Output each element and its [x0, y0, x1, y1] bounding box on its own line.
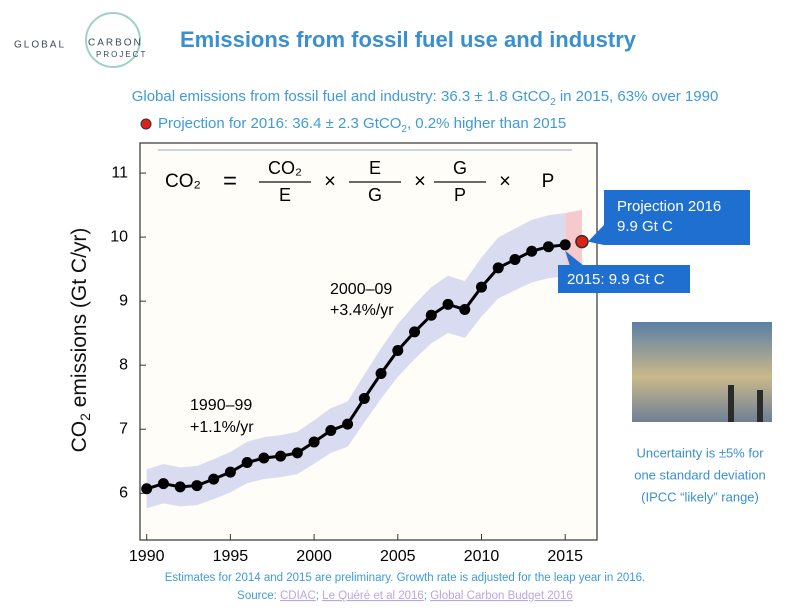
slide: GLOBAL CARBON PROJECT Emissions from fos… — [0, 0, 811, 611]
footer-note: Estimates for 2014 and 2015 are prelimin… — [165, 572, 646, 584]
y-tick-label: 10 — [110, 228, 128, 245]
y-label-part: CO — [68, 421, 91, 453]
data-point — [225, 467, 236, 478]
data-point — [275, 451, 286, 462]
formula-text: G — [368, 185, 382, 205]
formula-text: × — [499, 170, 511, 192]
data-point — [476, 282, 487, 293]
x-tick-label: 1995 — [213, 548, 249, 565]
y-tick-label: 11 — [111, 164, 128, 181]
x-tick-label: 1990 — [129, 548, 165, 565]
data-point — [359, 393, 370, 404]
data-point — [526, 246, 537, 257]
source-link[interactable]: Le Quéré et al 2016 — [322, 590, 424, 602]
data-point — [443, 299, 454, 310]
annotation: 2000–09 — [330, 281, 392, 298]
source-part: Source: — [237, 590, 280, 602]
callout-text: 2015: 9.9 Gt C — [567, 271, 665, 288]
x-tick-label: 2005 — [380, 548, 416, 565]
photo — [632, 322, 772, 422]
data-point — [493, 262, 504, 273]
subtitle-part: in 2015, 63% over 1990 — [556, 88, 719, 105]
note: (IPCC “likely” range) — [641, 489, 759, 504]
y-tick-label: 6 — [119, 484, 128, 501]
annotation: +1.1%/yr — [190, 419, 254, 436]
photo-chimney — [757, 390, 763, 422]
x-tick-label: 2010 — [464, 548, 500, 565]
projection-bullet — [141, 119, 151, 129]
formula-text: × — [414, 170, 426, 192]
data-point — [376, 368, 387, 379]
subtitle-part: Global emissions from fossil fuel and in… — [132, 88, 550, 105]
data-point — [543, 241, 554, 252]
y-tick-label: 9 — [119, 292, 128, 309]
callout-text: 9.9 Gt C — [617, 218, 673, 235]
y-tick-label: 8 — [119, 356, 128, 373]
source-link[interactable]: Global Carbon Budget 2016 — [430, 590, 573, 602]
y-label-part: emissions (Gt C/yr) — [68, 228, 91, 414]
formula-text: × — [324, 170, 336, 192]
y-tick-label: 7 — [119, 420, 128, 437]
projection-point — [576, 236, 588, 248]
subtitle-part: Projection for 2016: 36.4 ± 2.3 GtCO — [158, 115, 401, 132]
source-link[interactable]: CDIAC — [280, 590, 316, 602]
x-tick-label: 2015 — [547, 548, 583, 565]
data-point — [409, 326, 420, 337]
data-point — [342, 419, 353, 430]
subtitle: Projection for 2016: 36.4 ± 2.3 GtCO2, 0… — [158, 115, 566, 135]
formula-text: = — [223, 167, 237, 194]
logo-text: GLOBAL — [14, 40, 66, 51]
subtitle: Global emissions from fossil fuel and in… — [132, 88, 719, 108]
data-point — [242, 457, 253, 468]
logo-text: PROJECT — [96, 50, 147, 59]
data-point — [258, 453, 269, 464]
formula-text: G — [453, 158, 467, 178]
data-point — [141, 483, 152, 494]
data-point — [426, 310, 437, 321]
x-tick-label: 2000 — [296, 548, 332, 565]
formula-text: E — [369, 158, 381, 178]
y-label-part: 2 — [77, 413, 93, 421]
note: one standard deviation — [634, 467, 766, 482]
title: Emissions from fossil fuel use and indus… — [180, 27, 637, 52]
data-point — [292, 447, 303, 458]
data-point — [158, 478, 169, 489]
formula-text: CO₂ — [268, 158, 302, 178]
data-point — [392, 345, 403, 356]
data-point — [175, 481, 186, 492]
subtitle-part: , 0.2% higher than 2015 — [407, 115, 566, 132]
logo-text: CARBON — [88, 38, 143, 49]
formula-text: P — [542, 171, 555, 192]
annotation: +3.4%/yr — [330, 302, 394, 319]
formula-text: CO₂ — [165, 171, 201, 192]
data-point — [509, 254, 520, 265]
annotation: 1990–99 — [190, 397, 252, 414]
note: Uncertainty is ±5% for — [636, 445, 764, 460]
data-point — [309, 437, 320, 448]
data-point — [325, 425, 336, 436]
formula-text: P — [454, 185, 466, 205]
footer-source: Source: CDIAC; Le Quéré et al 2016; Glob… — [237, 590, 573, 602]
data-point — [459, 304, 470, 315]
photo-chimney — [728, 385, 734, 422]
data-point — [191, 480, 202, 491]
callout-text: Projection 2016 — [617, 198, 721, 215]
data-point — [560, 239, 571, 250]
data-point — [208, 474, 219, 485]
formula-text: E — [279, 185, 291, 205]
